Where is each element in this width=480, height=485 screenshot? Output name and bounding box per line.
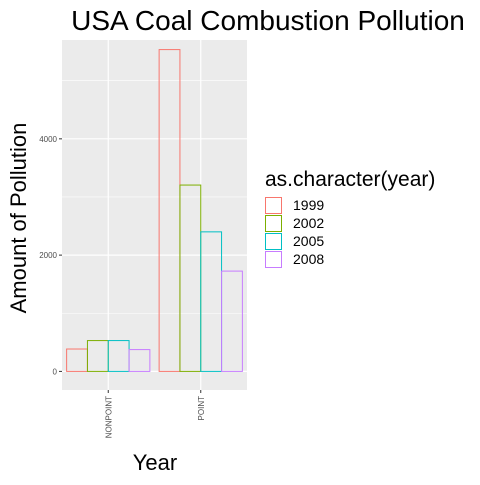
legend-label-2005: 2005 [293,233,324,249]
legend-label-1999: 1999 [293,197,324,213]
legend: as.character(year) 1999 2002 2005 2008 [265,168,435,268]
bar-nonpoint-2008 [128,349,151,372]
x-tick-label: NONPOINT [104,396,113,438]
legend-key-1999 [265,197,282,214]
y-tick-label: 2000 [39,251,57,260]
chart-title: USA Coal Combustion Pollution [71,5,465,36]
bars [66,49,243,372]
x-tick-label: POINT [197,396,206,421]
plot-panel [62,40,247,390]
y-tick-label: 4000 [39,135,57,144]
legend-key-2008 [265,251,282,268]
legend-key-2002 [265,215,282,232]
legend-key-2005 [265,233,282,250]
bar-point-2008 [221,270,243,372]
y-tick-label: 0 [53,367,58,376]
legend-title: as.character(year) [265,168,435,191]
legend-label-2002: 2002 [293,215,324,231]
axes: 0 2000 4000 NONPOINT POINT [39,135,206,438]
y-axis-label: Amount of Pollution [6,123,31,314]
legend-label-2008: 2008 [293,251,324,267]
x-axis-label: Year [133,450,177,475]
legend-items: 1999 2002 2005 2008 [265,197,324,268]
